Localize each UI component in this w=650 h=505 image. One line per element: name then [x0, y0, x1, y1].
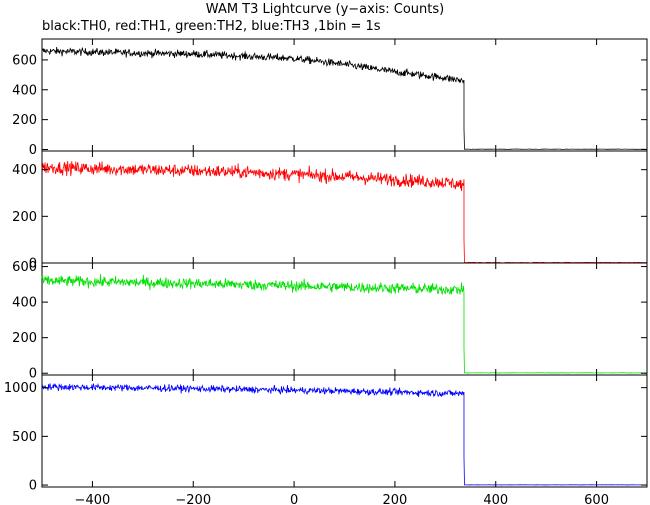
series-line-th0: [41, 46, 647, 150]
y-tick-label: 200: [12, 210, 37, 225]
x-tick-label: 200: [383, 493, 408, 505]
y-tick-label: 0: [29, 143, 37, 158]
series-line-th3: [41, 382, 647, 486]
x-tick-label: 400: [483, 493, 508, 505]
x-tick-label: −400: [75, 493, 111, 505]
panel-frame: [41, 374, 648, 488]
y-tick-label: 0: [29, 479, 37, 494]
panel-th1: 0 200 400: [12, 150, 648, 272]
series-line-th2: [41, 274, 647, 374]
chart-title: WAM T3 Lightcurve (y−axis: Counts): [206, 2, 444, 17]
chart-subtitle: black:TH0, red:TH1, green:TH2, blue:TH3 …: [42, 19, 381, 34]
y-tick-label: 600: [12, 260, 37, 275]
y-tick-label: 400: [12, 296, 37, 311]
panel-th3: 0 500 1000: [4, 374, 648, 494]
y-tick-label: 0: [29, 257, 37, 272]
x-tick-label: −200: [175, 493, 211, 505]
y-tick-label: 600: [12, 53, 37, 68]
y-tick-label: 400: [12, 83, 37, 98]
panel-frame: [41, 262, 648, 376]
panels-group: 02004006000200400020040060005001000−400−…: [4, 38, 648, 505]
y-tick-label: 1000: [4, 381, 37, 396]
x-tick-label: 600: [584, 493, 609, 505]
y-tick-label: 500: [12, 430, 37, 445]
panel-th2: 0 200 400 600: [12, 260, 648, 382]
y-tick-label: 400: [12, 163, 37, 178]
panel-frame: [41, 38, 648, 152]
series-line-th1: [41, 160, 647, 264]
x-tick-label: 0: [290, 493, 298, 505]
panel-th0: 0 200 400 600: [12, 38, 648, 158]
y-tick-label: 200: [12, 113, 37, 128]
y-tick-label: 200: [12, 331, 37, 346]
y-tick-label: 0: [29, 367, 37, 382]
